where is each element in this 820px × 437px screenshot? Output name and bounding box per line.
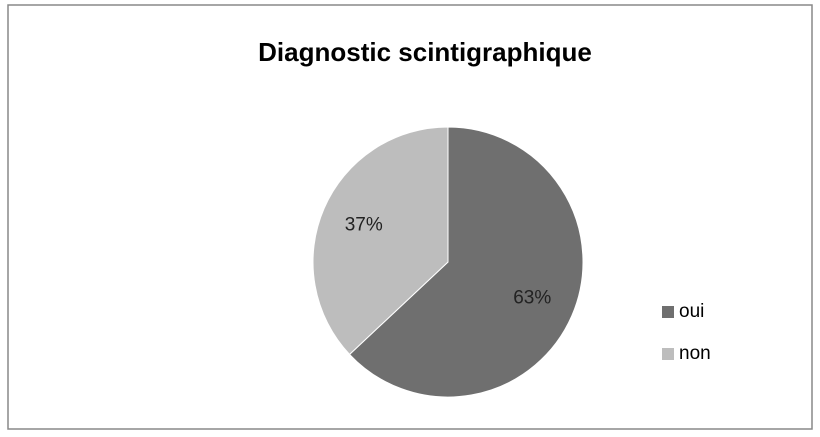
data-label: 37% (345, 215, 383, 236)
legend-label: non (679, 343, 711, 364)
data-label: 63% (513, 287, 551, 308)
pie-slice (312, 126, 449, 356)
pie-slice (348, 126, 584, 398)
legend-swatch (662, 306, 674, 318)
chart-title: Diagnostic scintigraphique (258, 37, 592, 67)
legend-swatch (662, 348, 674, 360)
legend-label: oui (679, 301, 704, 322)
